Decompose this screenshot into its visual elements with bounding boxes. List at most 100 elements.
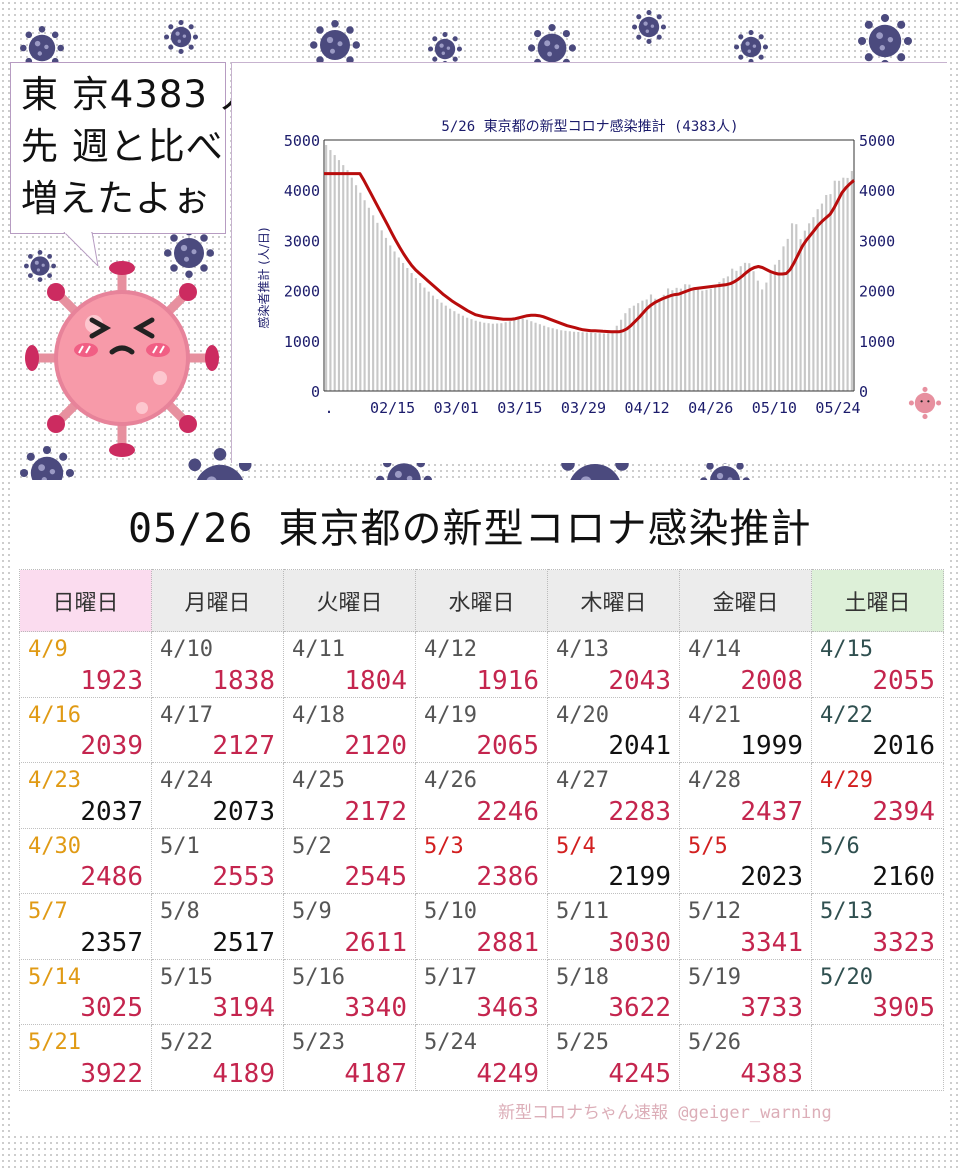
day-date: 5/13 <box>820 899 873 924</box>
chart-bar <box>504 322 507 391</box>
chart-bar <box>410 273 413 391</box>
day-date: 4/22 <box>820 702 873 728</box>
calendar-day-cell: 5/20 3905 <box>811 958 944 1025</box>
chart-bar <box>457 313 460 391</box>
chart-bar <box>688 284 691 391</box>
virus-icon <box>734 30 768 64</box>
day-date: 5/14 <box>28 964 81 990</box>
day-date: 4/26 <box>424 768 477 793</box>
chart-bar <box>337 160 341 391</box>
calendar-day-cell: 5/18 3622 <box>547 958 680 1025</box>
day-date: 5/25 <box>556 1030 609 1055</box>
calendar-day-cell: 5/17 3463 <box>415 958 548 1025</box>
day-date: 4/21 <box>688 702 741 728</box>
day-date: 5/4 <box>556 833 596 859</box>
chart-bar <box>513 319 516 391</box>
chart-bar <box>453 311 456 391</box>
day-date: 4/16 <box>28 702 81 728</box>
weekday-header: 日曜日 <box>19 569 152 632</box>
virus-mascot-icon <box>25 261 219 457</box>
day-case-count: 2073 <box>212 796 275 827</box>
chart-bar <box>846 177 849 391</box>
chart-bar <box>560 330 563 391</box>
day-case-count: 3463 <box>476 993 539 1023</box>
chart-bar <box>726 276 729 391</box>
calendar-week-row: 4/16 2039 4/17 2127 4/18 2120 4/19 2065 4/20 2041… <box>19 696 944 763</box>
day-date: 4/18 <box>292 702 345 728</box>
x-tick-label: . <box>324 399 333 417</box>
day-case-count: 2008 <box>740 665 803 696</box>
calendar-day-cell: 5/9 2611 <box>283 893 416 960</box>
callout-line-1: 東 京4383 人 <box>21 73 259 116</box>
chart-bar <box>325 145 328 391</box>
day-case-count: 2545 <box>344 862 407 892</box>
chart-bar <box>756 280 759 391</box>
chart-bar <box>799 239 802 391</box>
chart-bar <box>654 298 657 391</box>
x-tick-label: 04/12 <box>625 399 670 417</box>
day-case-count: 3323 <box>872 927 935 958</box>
calendar-day-cell: 4/21 1999 <box>679 696 812 763</box>
calendar-day-cell: 5/22 4189 <box>151 1024 284 1091</box>
day-case-count: 3905 <box>872 993 935 1023</box>
chart-bar <box>525 319 529 391</box>
calendar-day-cell: 5/13 3323 <box>811 893 944 960</box>
chart-bar <box>850 170 853 391</box>
chart-bar <box>333 155 336 391</box>
day-case-count: 3733 <box>740 993 803 1023</box>
day-case-count: 3030 <box>608 927 671 958</box>
day-date: 4/27 <box>556 768 609 793</box>
weekday-header: 土曜日 <box>811 569 944 632</box>
chart-bar <box>329 150 332 391</box>
calendar-day-cell: 4/19 2065 <box>415 696 548 763</box>
chart-bar <box>615 325 618 391</box>
chart-bar <box>619 319 623 391</box>
weekday-header: 月曜日 <box>151 569 284 632</box>
chart-bar <box>718 281 721 391</box>
day-case-count: 1804 <box>344 665 407 696</box>
calendar-day-cell: 4/27 2283 <box>547 762 680 829</box>
day-case-count: 4245 <box>608 1058 671 1089</box>
day-case-count: 2517 <box>212 927 275 958</box>
chart-bar <box>637 303 640 391</box>
calendar-title: 05/26 東京都の新型コロナ感染推計 <box>128 506 812 552</box>
day-case-count: 1838 <box>212 665 275 696</box>
day-date: 5/17 <box>424 964 477 990</box>
virus-icon <box>632 10 666 44</box>
day-date: 5/21 <box>28 1030 81 1055</box>
chart-bar <box>487 323 490 391</box>
chart-bar <box>449 308 452 391</box>
chart-bar <box>816 209 819 391</box>
virus-icon <box>858 14 912 68</box>
chart-bar <box>440 302 443 391</box>
day-case-count: 2611 <box>344 927 407 958</box>
calendar-day-cell: 5/25 4245 <box>547 1024 680 1091</box>
chart-bar <box>752 271 755 391</box>
day-case-count: 2486 <box>80 862 143 892</box>
x-tick-label: 03/15 <box>497 399 542 417</box>
day-date: 5/3 <box>424 833 464 859</box>
y-tick-label-right: 4000 <box>859 182 895 200</box>
y-tick-label-left: 0 <box>311 383 320 401</box>
chart-bar <box>483 322 486 391</box>
calendar-table: 日曜日 月曜日 火曜日 水曜日 木曜日 金曜日 土曜日 4/9 1923 4/10 1838 4/1… <box>19 569 944 1091</box>
chart-bar <box>342 165 345 391</box>
chart-bar <box>705 289 708 391</box>
weekday-header: 水曜日 <box>415 569 548 632</box>
chart-bar <box>795 224 798 391</box>
y-tick-label-left: 1000 <box>284 333 320 351</box>
chart-bar <box>667 288 670 391</box>
chart-bar <box>696 288 700 391</box>
chart-bar <box>530 321 533 391</box>
chart-bar <box>671 290 674 391</box>
chart-bar <box>500 323 503 391</box>
y-tick-label-right: 5000 <box>859 132 895 150</box>
chart-bar <box>803 230 806 391</box>
chart-bar <box>722 278 725 391</box>
chart-bar <box>778 259 781 391</box>
chart-bar <box>466 317 469 391</box>
day-case-count: 2437 <box>740 796 803 827</box>
calendar-day-cell: 4/30 2486 <box>19 827 152 894</box>
day-date: 4/23 <box>28 768 81 793</box>
calendar-day-cell: 5/11 3030 <box>547 893 680 960</box>
